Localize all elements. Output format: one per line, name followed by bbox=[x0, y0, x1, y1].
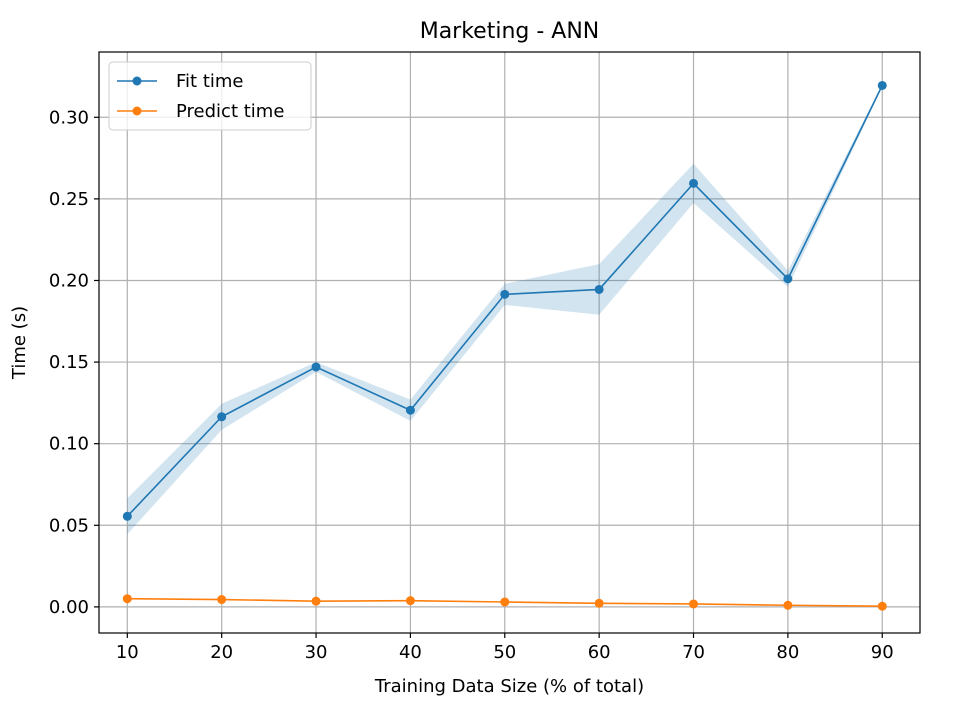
x-tick-label: 50 bbox=[493, 642, 516, 663]
confidence-bands bbox=[127, 83, 883, 535]
fit-time-point bbox=[311, 362, 321, 372]
fit-time-point bbox=[689, 178, 699, 188]
x-tick-label: 80 bbox=[776, 642, 799, 663]
predict-time-point bbox=[783, 600, 793, 610]
chart-title: Marketing - ANN bbox=[420, 19, 600, 44]
y-tick-label: 0.05 bbox=[49, 515, 89, 536]
y-tick-label: 0.15 bbox=[49, 352, 89, 373]
x-tick-label: 70 bbox=[682, 642, 705, 663]
predict-time-point bbox=[122, 594, 132, 604]
y-tick-label: 0.30 bbox=[49, 107, 89, 128]
fit-time-band bbox=[127, 83, 883, 535]
predict-time-point bbox=[405, 596, 415, 606]
predict-time-point bbox=[217, 595, 227, 605]
predict-time-point bbox=[311, 596, 321, 606]
fit-time-point bbox=[877, 80, 887, 90]
x-tick-label: 40 bbox=[399, 642, 422, 663]
x-tick-label: 20 bbox=[210, 642, 233, 663]
fit-time-point bbox=[122, 511, 132, 521]
series-points bbox=[122, 80, 887, 611]
x-tick-label: 60 bbox=[588, 642, 611, 663]
legend-fit-time-marker bbox=[132, 76, 142, 86]
legend-fit-time-label: Fit time bbox=[176, 71, 244, 92]
y-tick-label: 0.25 bbox=[49, 189, 89, 210]
predict-time-point bbox=[500, 597, 510, 607]
predict-time-point bbox=[877, 601, 887, 611]
fit-time-point bbox=[217, 412, 227, 422]
y-tick-label: 0.00 bbox=[49, 597, 89, 618]
y-tick-label: 0.20 bbox=[49, 270, 89, 291]
y-axis-label: Time (s) bbox=[9, 306, 30, 380]
legend-predict-time-label: Predict time bbox=[176, 101, 284, 122]
fit-time-point bbox=[405, 405, 415, 415]
fit-time-point bbox=[783, 274, 793, 284]
predict-time-point bbox=[594, 598, 604, 608]
plot-frame bbox=[98, 51, 921, 634]
x-tick-label: 10 bbox=[116, 642, 139, 663]
legend-predict-time-marker bbox=[132, 106, 142, 116]
predict-time-point bbox=[689, 599, 699, 609]
fit-time-point bbox=[500, 289, 510, 299]
legend: Fit time Predict time bbox=[108, 61, 312, 131]
grid-lines bbox=[99, 52, 920, 633]
fit-time-point bbox=[594, 284, 604, 294]
x-tick-label: 90 bbox=[871, 642, 894, 663]
legend-box bbox=[108, 61, 312, 131]
x-tick-label: 30 bbox=[305, 642, 328, 663]
y-tick-label: 0.10 bbox=[49, 434, 89, 455]
x-axis-label: Training Data Size (% of total) bbox=[374, 676, 644, 697]
axis-ticks: 10 20 30 40 50 60 70 80 90 0.00 0.05 0.10 0.15 0.20 0.… bbox=[49, 107, 894, 663]
